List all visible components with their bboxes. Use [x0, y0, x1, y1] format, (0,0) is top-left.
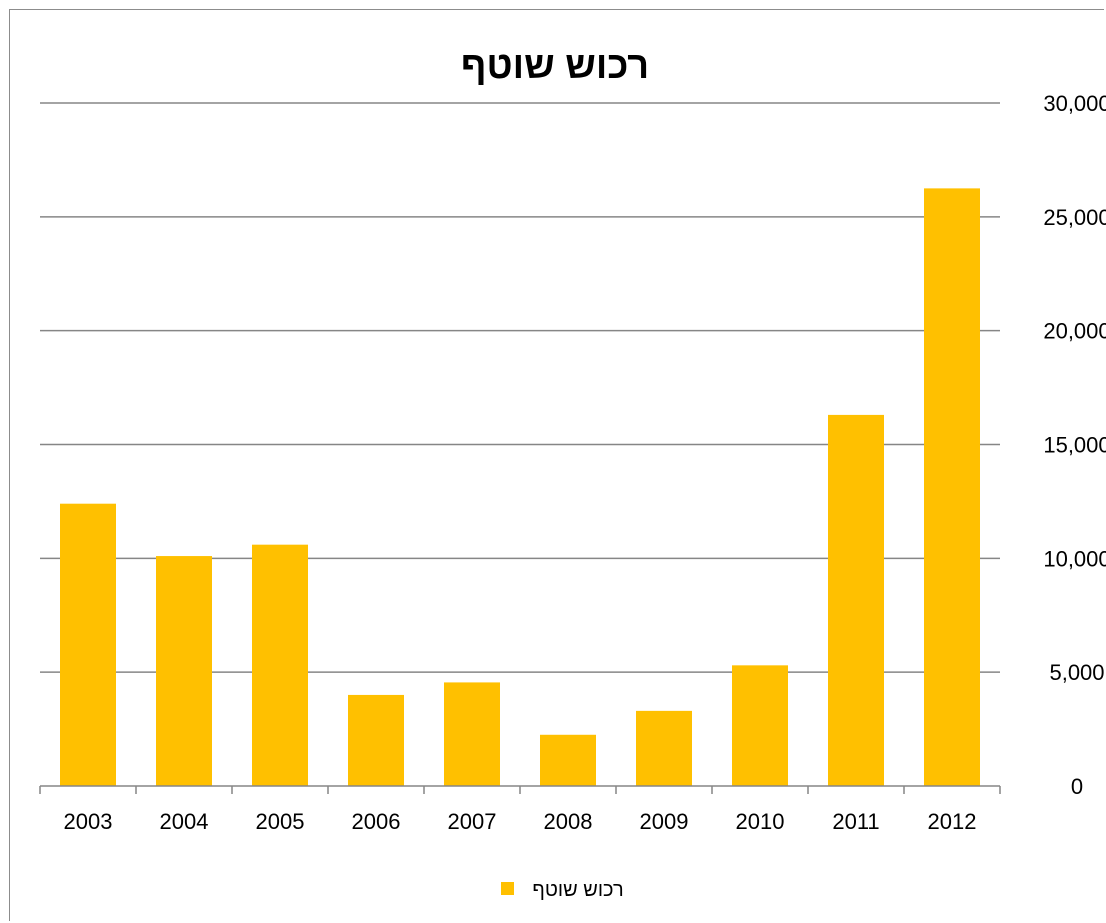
y-tick-label: 0: [1071, 774, 1083, 799]
bar-2010: [732, 665, 788, 786]
bar-2003: [60, 503, 116, 786]
y-tick-label: 20,000: [1043, 319, 1106, 344]
x-tick-label: 2004: [160, 809, 209, 834]
bar-2004: [156, 556, 212, 786]
bar-2012: [924, 188, 980, 786]
y-tick-label: 10,000: [1043, 546, 1106, 571]
y-tick-label: 15,000: [1043, 433, 1106, 458]
bar-2011: [828, 414, 884, 786]
x-tick-label: 2007: [448, 809, 497, 834]
bar-series: [60, 188, 980, 786]
y-tick-label: 25,000: [1043, 205, 1106, 230]
x-tick-label: 2003: [64, 809, 113, 834]
legend: רכוש שוטף: [501, 879, 624, 901]
chart-title: רכוש שוטף: [461, 45, 649, 87]
legend-label: רכוש שוטף: [532, 879, 623, 901]
y-tick-label: 30,000: [1043, 91, 1106, 116]
bar-2006: [348, 694, 404, 786]
x-tick-label: 2006: [352, 809, 401, 834]
chart-border: [9, 9, 1104, 921]
y-axis-ticks: 0 5,000 10,000 15,000 20,000 25,000 30,000: [1043, 91, 1106, 799]
bar-2008: [540, 734, 596, 786]
x-tick-label: 2011: [832, 809, 879, 834]
x-tick-label: 2010: [736, 809, 785, 834]
x-tick-label: 2008: [544, 809, 593, 834]
legend-swatch: [501, 882, 514, 895]
x-tick-label: 2009: [640, 809, 689, 834]
bar-2009: [636, 710, 692, 786]
bar-2007: [444, 682, 500, 786]
x-tick-label: 2012: [928, 809, 977, 834]
bar-2005: [252, 544, 308, 786]
x-tick-label: 2005: [256, 809, 305, 834]
x-axis-ticks: 2003 2004 2005 2006 2007 2008 2009 2010 2011 2012: [64, 809, 977, 834]
x-axis: [39, 785, 1001, 794]
y-tick-label: 5,000: [1049, 660, 1104, 685]
